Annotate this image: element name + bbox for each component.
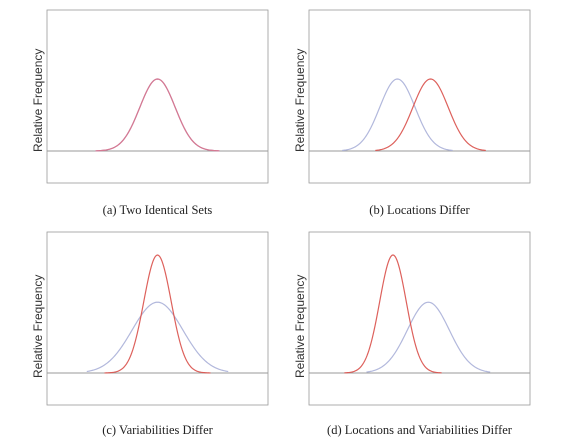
distribution-curve-2 — [104, 254, 211, 374]
distribution-curve-2 — [375, 78, 486, 152]
chart-title: (c) Variabilities Differ — [102, 423, 213, 437]
plot-frame — [308, 9, 531, 184]
distribution-curve-1 — [366, 301, 491, 373]
plot-frame — [308, 231, 531, 406]
chart-title: (b) Locations Differ — [369, 203, 470, 217]
plot-frame — [46, 9, 269, 184]
distribution-curve-2 — [95, 78, 220, 152]
plot-frame — [46, 231, 269, 406]
distribution-curve-1 — [86, 301, 229, 373]
y-axis-label: Relative Frequency — [293, 274, 307, 378]
distribution-curve-2 — [344, 254, 442, 374]
distribution-curve-1 — [342, 78, 453, 152]
chart-title: (d) Locations and Variabilities Differ — [327, 423, 512, 437]
chart-title: (a) Two Identical Sets — [102, 203, 213, 217]
